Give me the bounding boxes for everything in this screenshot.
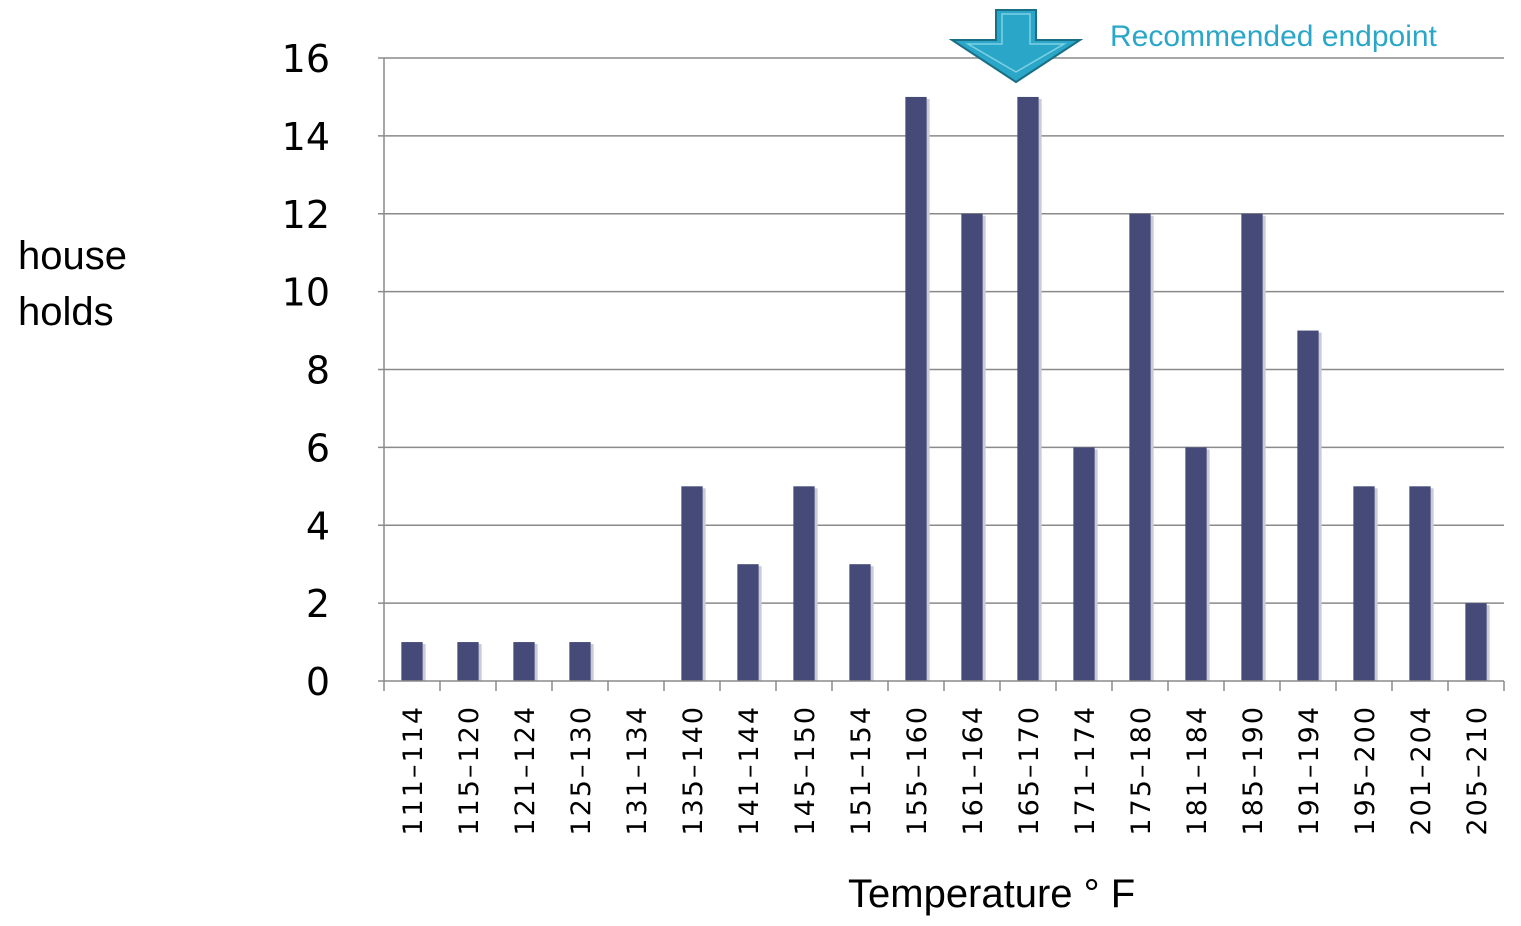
- bar: [1353, 486, 1375, 681]
- y-tick-label: 16: [282, 37, 330, 81]
- gridlines: [384, 57, 1504, 604]
- bar: [961, 213, 983, 681]
- arrow-highlight: [965, 13, 1067, 73]
- bar: [1465, 603, 1487, 681]
- y-tick-label: 6: [306, 426, 330, 470]
- bar: [1129, 213, 1151, 681]
- y-tick-label: 0: [306, 660, 330, 704]
- down-arrow-icon: [948, 9, 1084, 84]
- x-tick-label: 151–154: [846, 705, 877, 836]
- x-tick-label: 115–120: [454, 705, 485, 836]
- y-tick-label: 14: [282, 115, 330, 159]
- y-axis-ticks: 0 2 4 6 8 10 12 14 16: [282, 37, 384, 704]
- bar: [513, 642, 535, 681]
- bar: [1185, 447, 1207, 681]
- x-axis-label: Temperature ° F: [848, 872, 1136, 916]
- x-tick-label: 131–134: [622, 705, 653, 836]
- bars: [401, 96, 1490, 681]
- x-tick-label: 191–194: [1294, 705, 1325, 836]
- bar: [849, 564, 871, 681]
- bar: [569, 642, 591, 681]
- bar: [681, 486, 703, 681]
- y-tick-label: 12: [282, 193, 330, 237]
- x-tick-label: 141–144: [734, 705, 765, 836]
- x-tick-label: 165–170: [1014, 705, 1045, 836]
- bar: [1073, 447, 1095, 681]
- x-tick-label: 185–190: [1238, 705, 1269, 836]
- x-tick-label: 205–210: [1462, 705, 1493, 836]
- x-tick-label: 201–204: [1406, 705, 1437, 836]
- y-tick-label: 8: [306, 349, 330, 393]
- bar: [1409, 486, 1431, 681]
- x-tick-label: 181–184: [1182, 705, 1213, 836]
- x-tick-label: 195–200: [1350, 705, 1381, 836]
- bar: [905, 96, 927, 681]
- x-tick-label: 175–180: [1126, 705, 1157, 836]
- x-tick-label: 155–160: [902, 705, 933, 836]
- bar: [401, 642, 423, 681]
- bar: [1017, 96, 1039, 681]
- x-axis: [383, 58, 1505, 691]
- x-axis-tick-labels: 111–114 115–120 121–124 125–130 131–134 135–1…: [398, 705, 1493, 836]
- y-axis-label: house holds: [18, 228, 127, 340]
- y-tick-label: 4: [306, 504, 330, 548]
- x-tick-label: 145–150: [790, 705, 821, 836]
- bar: [1241, 213, 1263, 681]
- bar: [1297, 330, 1319, 681]
- x-tick-label: 121–124: [510, 705, 541, 836]
- x-tick-label: 135–140: [678, 705, 709, 836]
- x-tick-label: 161–164: [958, 705, 989, 836]
- x-tick-label: 125–130: [566, 705, 597, 836]
- annotation-label: Recommended endpoint: [1110, 20, 1437, 53]
- arrow-shape: [948, 9, 1084, 84]
- x-tick-label: 171–174: [1070, 705, 1101, 836]
- y-axis-label-line-1: house: [18, 234, 127, 278]
- bar: [457, 642, 479, 681]
- x-tick-label: 111–114: [398, 705, 429, 836]
- bar: [737, 564, 759, 681]
- y-tick-label: 2: [306, 582, 330, 626]
- y-axis-label-line-2: holds: [18, 290, 114, 334]
- y-tick-label: 10: [282, 271, 330, 315]
- bar: [793, 486, 815, 681]
